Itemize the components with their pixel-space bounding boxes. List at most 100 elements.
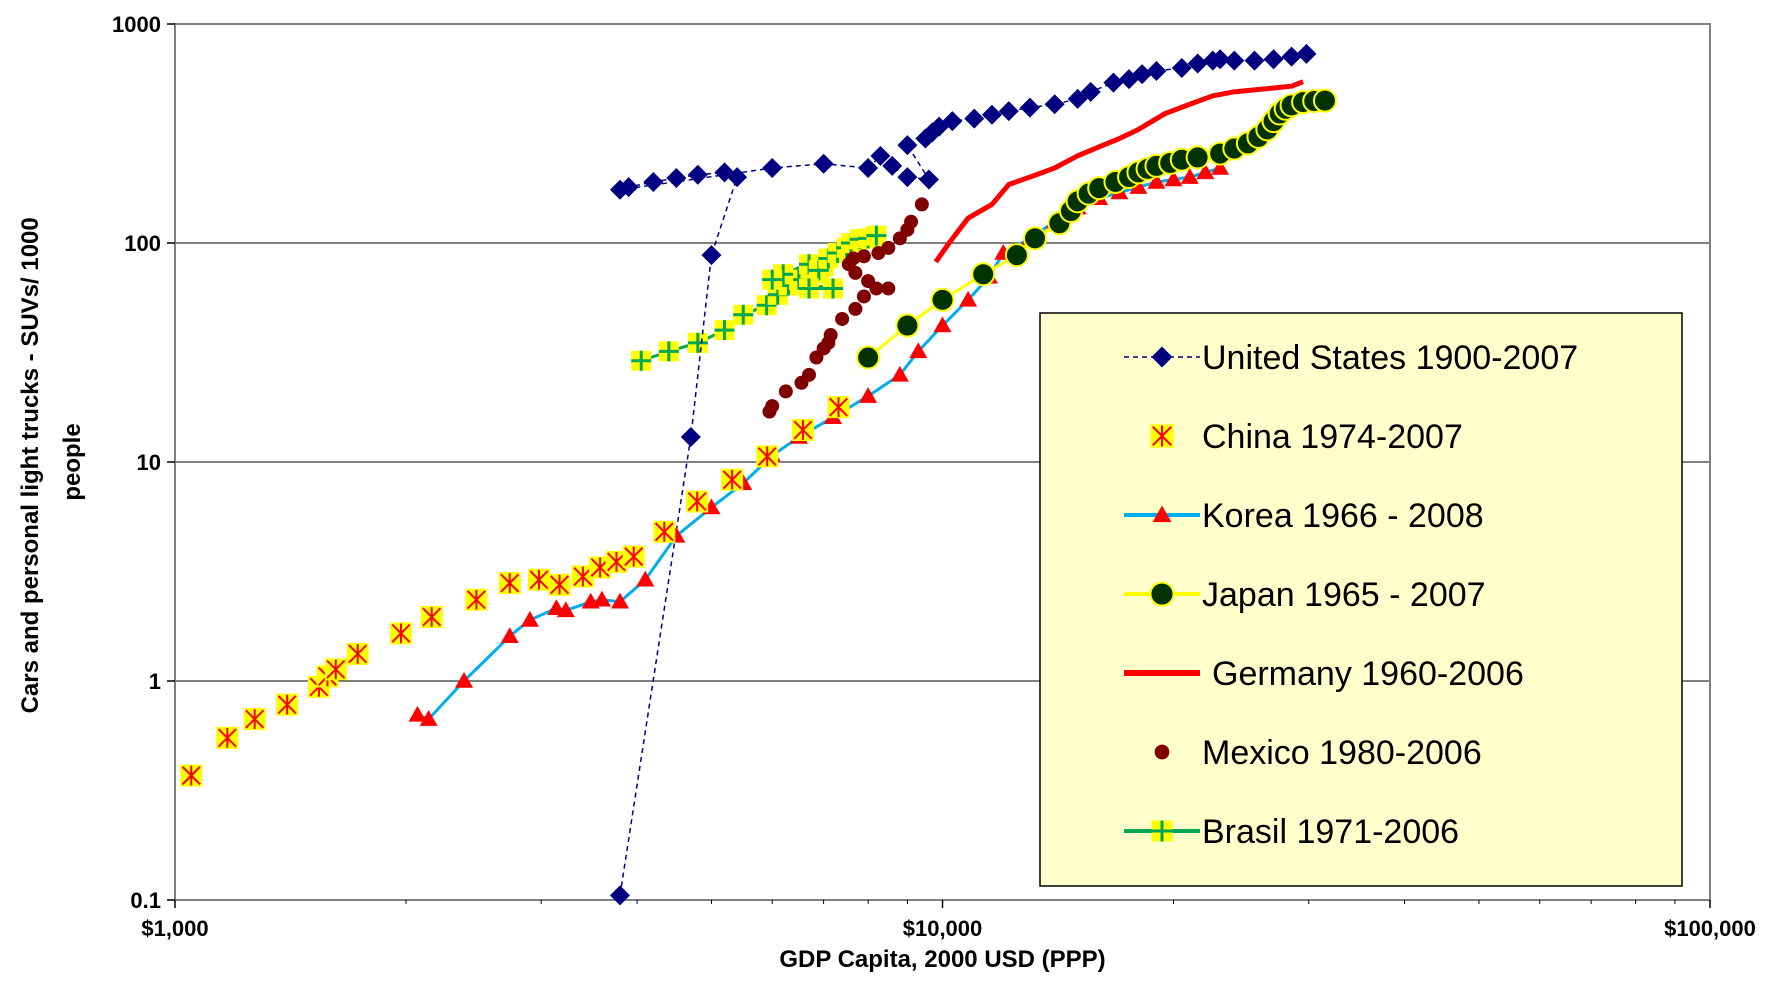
marker-cross <box>687 491 707 512</box>
data-point-china-1974-2007 <box>216 726 239 749</box>
data-point-united-states-1900-2007 <box>998 101 1019 122</box>
data-point-korea-1966-2008 <box>1152 505 1172 523</box>
x-axis-ticks: $1,000 $10,000 $100,000 <box>141 900 1756 941</box>
data-point-korea-1966-2008 <box>419 710 438 726</box>
marker-plus <box>714 320 735 341</box>
data-point-mexico-1980-2006 <box>856 249 871 264</box>
series-japan-1965-2007 <box>856 88 1337 370</box>
data-point-united-states-1900-2007 <box>609 885 630 906</box>
data-point-korea-1966-2008 <box>556 601 575 618</box>
marker-plus <box>756 295 777 316</box>
data-point-mexico-1980-2006 <box>778 384 793 399</box>
data-point-china-1974-2007 <box>548 573 571 596</box>
series-china-1974-2007 <box>180 396 850 787</box>
data-point-japan-1965-2007 <box>1185 145 1210 170</box>
legend-item-germany-1960-2006: Germany 1960-2006 <box>1124 655 1524 693</box>
y-tick-label: 100 <box>124 231 161 256</box>
data-point-united-states-1900-2007 <box>1187 53 1208 74</box>
data-point-korea-1966-2008 <box>959 290 978 307</box>
marker-cross <box>793 420 813 440</box>
data-point-united-states-1900-2007 <box>964 108 985 129</box>
marker-plus <box>866 225 887 246</box>
marker-plus <box>687 332 708 353</box>
data-point-united-states-1900-2007 <box>1296 43 1317 64</box>
data-point-united-states-1900-2007 <box>687 164 708 185</box>
marker-cross <box>348 643 368 664</box>
data-point-korea-1966-2008 <box>636 570 655 587</box>
x-tick-label: $100,000 <box>1664 916 1756 941</box>
data-point-united-states-1900-2007 <box>762 158 783 179</box>
data-point-united-states-1900-2007 <box>1244 50 1265 71</box>
data-point-mexico-1980-2006 <box>823 328 838 343</box>
data-point-china-1974-2007 <box>498 572 521 595</box>
data-point-mexico-1980-2006 <box>856 289 871 304</box>
legend-item-mexico-1980-2006: Mexico 1980-2006 <box>1154 734 1482 772</box>
data-point-united-states-1900-2007 <box>1224 50 1245 71</box>
marker-cross <box>529 569 549 590</box>
x-tick-label: $10,000 <box>903 916 983 941</box>
data-point-korea-1966-2008 <box>1129 178 1148 194</box>
data-point-korea-1966-2008 <box>1180 168 1199 184</box>
legend-label: China 1974-2007 <box>1202 418 1463 456</box>
data-point-mexico-1980-2006 <box>1154 744 1170 760</box>
data-point-korea-1966-2008 <box>520 610 539 627</box>
data-point-china-1974-2007 <box>243 708 266 731</box>
series-mexico-1980-2006 <box>762 197 929 419</box>
marker-cross <box>654 521 674 542</box>
series-line-germany-1960-2006 <box>933 79 1304 264</box>
data-point-korea-1966-2008 <box>610 592 629 609</box>
y-tick-label: 1000 <box>112 12 161 37</box>
marker-cross <box>181 765 201 786</box>
data-point-united-states-1900-2007 <box>680 427 701 448</box>
data-point-united-states-1900-2007 <box>701 245 722 266</box>
data-point-brasil-1971-2006 <box>714 320 735 341</box>
marker-plus <box>799 278 820 299</box>
marker-plus <box>823 278 844 299</box>
data-point-mexico-1980-2006 <box>904 214 919 229</box>
data-point-brasil-1971-2006 <box>1151 820 1173 842</box>
data-point-united-states-1900-2007 <box>666 168 687 189</box>
data-point-korea-1966-2008 <box>1147 172 1166 189</box>
data-point-mexico-1980-2006 <box>802 367 817 382</box>
data-point-korea-1966-2008 <box>909 342 928 359</box>
data-point-mexico-1980-2006 <box>881 281 896 296</box>
data-point-china-1974-2007 <box>791 418 814 441</box>
data-point-united-states-1900-2007 <box>897 135 918 156</box>
legend-label: Mexico 1980-2006 <box>1202 734 1482 772</box>
data-point-mexico-1980-2006 <box>914 197 929 212</box>
data-point-china-1974-2007 <box>465 588 488 611</box>
data-point-japan-1965-2007 <box>1312 88 1337 113</box>
marker-cross <box>391 623 411 644</box>
data-point-united-states-1900-2007 <box>714 162 735 183</box>
data-point-china-1974-2007 <box>180 764 203 787</box>
data-point-japan-1965-2007 <box>895 313 920 338</box>
marker-plus <box>762 269 783 290</box>
marker-cross <box>1152 425 1172 447</box>
data-point-korea-1966-2008 <box>455 672 474 688</box>
data-point-china-1974-2007 <box>756 445 779 468</box>
data-point-united-states-1900-2007 <box>882 155 903 176</box>
data-point-brasil-1971-2006 <box>799 278 820 299</box>
marker-cross <box>422 607 442 627</box>
data-point-japan-1965-2007 <box>971 262 996 287</box>
data-point-united-states-1900-2007 <box>858 158 879 179</box>
legend-label: Brasil 1971-2006 <box>1202 813 1459 851</box>
data-point-china-1974-2007 <box>527 568 550 591</box>
data-point-china-1974-2007 <box>827 396 850 419</box>
marker-plus <box>631 350 652 371</box>
data-point-japan-1965-2007 <box>1004 243 1029 268</box>
data-point-united-states-1900-2007 <box>1080 81 1101 102</box>
data-point-united-states-1900-2007 <box>1044 94 1065 115</box>
y-tick-label: 0.1 <box>130 888 161 913</box>
data-point-united-states-1900-2007 <box>609 179 630 200</box>
data-point-brasil-1971-2006 <box>658 341 679 362</box>
marker-plus <box>658 341 679 362</box>
x-axis-label: GDP Capita, 2000 USD (PPP) <box>779 946 1105 973</box>
data-point-korea-1966-2008 <box>592 590 611 607</box>
data-point-united-states-1900-2007 <box>1263 49 1284 70</box>
data-point-japan-1965-2007 <box>930 287 955 312</box>
marker-cross <box>217 727 237 748</box>
data-point-china-1974-2007 <box>324 658 347 681</box>
data-point-china-1974-2007 <box>686 490 709 513</box>
legend-item-brasil-1971-2006: Brasil 1971-2006 <box>1124 813 1459 851</box>
